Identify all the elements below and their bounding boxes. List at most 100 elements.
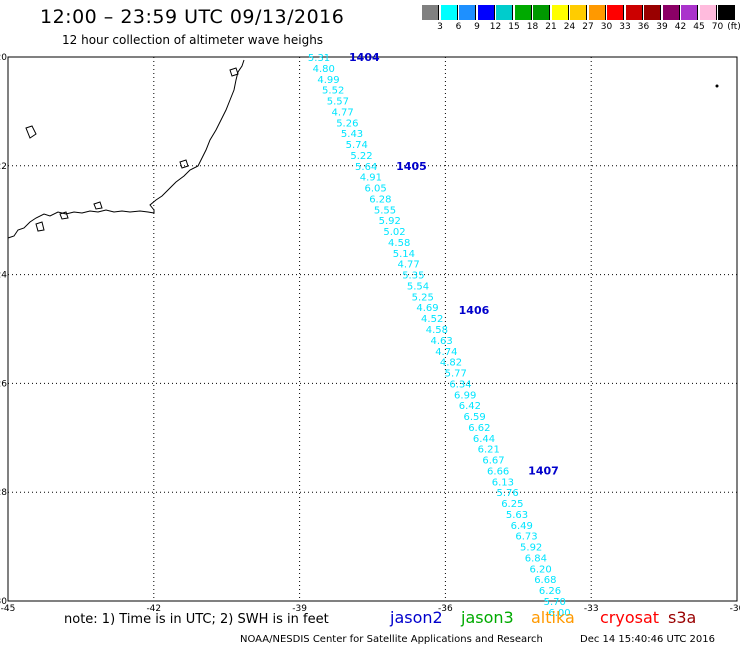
scale-swatch xyxy=(440,5,458,20)
lon-tick-label: -42 xyxy=(146,604,161,614)
map-grid xyxy=(7,56,738,602)
scale-label: 45 xyxy=(693,22,705,32)
scale-label: 70 xyxy=(711,22,724,32)
scale-swatch xyxy=(533,5,550,20)
wave-height-value: 5.77 xyxy=(445,369,467,380)
scale-label: 39 xyxy=(656,22,668,32)
scale-label: 30 xyxy=(600,22,613,32)
scale-swatch xyxy=(588,5,606,20)
wave-height-value: 5.63 xyxy=(506,510,528,521)
wave-height-value: 6.13 xyxy=(492,477,514,488)
wave-height-value: 5.43 xyxy=(341,129,363,140)
wave-height-value: 5.92 xyxy=(379,216,401,227)
scale-swatch xyxy=(718,5,735,20)
lon-tick-label: -36 xyxy=(438,604,453,614)
scale-swatch xyxy=(681,5,698,20)
scale-swatch xyxy=(625,5,643,20)
wave-height-value: 4.58 xyxy=(388,238,410,249)
scale-swatch xyxy=(607,5,624,20)
scale-swatch xyxy=(477,5,495,20)
units-note: note: 1) Time is in UTC; 2) SWH is in fe… xyxy=(64,612,329,627)
pass-labels: 1404 1405 1406 1407 xyxy=(349,51,559,477)
altimeter-track: 5.314.804.995.525.574.775.265.435.745.22… xyxy=(308,53,571,619)
wave-height-value: 5.76 xyxy=(496,488,518,499)
scale-unit: (ft) xyxy=(727,22,740,32)
lat-tick-label: -26 xyxy=(0,379,7,389)
wave-height-value: 6.84 xyxy=(525,553,547,564)
pass-number: 1407 xyxy=(528,464,559,477)
satellite-altika: altika xyxy=(531,608,575,627)
lon-tick-label: -30 xyxy=(730,604,740,614)
credit-line: NOAA/NESDIS Center for Satellite Applica… xyxy=(240,634,543,645)
wave-height-value: 6.20 xyxy=(529,564,551,575)
page-subtitle: 12 hour collection of altimeter wave hei… xyxy=(62,33,324,47)
wave-height-value: 5.55 xyxy=(374,205,396,216)
pass-number: 1406 xyxy=(459,304,490,317)
island-dot xyxy=(715,84,719,88)
wave-height-value: 4.80 xyxy=(313,64,335,75)
satellite-jason3: jason3 xyxy=(461,608,514,627)
timestamp: Dec 14 15:40:46 UTC 2016 xyxy=(580,634,715,645)
wave-height-value: 6.26 xyxy=(539,586,561,597)
satellite-s3a: s3a xyxy=(668,608,697,627)
wave-height-value: 5.57 xyxy=(327,97,349,108)
wave-height-value: 4.91 xyxy=(360,173,382,184)
wave-height-value: 6.99 xyxy=(454,390,476,401)
wave-height-value: 5.92 xyxy=(520,543,542,554)
wave-height-value: 6.44 xyxy=(473,434,495,445)
wave-height-value: 6.00 xyxy=(548,608,570,619)
pass-number: 1405 xyxy=(396,160,427,173)
page-title: 12:00 – 23:59 UTC 09/13/2016 xyxy=(40,6,345,28)
lat-tick-label: -28 xyxy=(0,488,7,498)
wave-height-value: 5.35 xyxy=(402,271,424,282)
scale-label: 27 xyxy=(582,22,594,32)
wave-height-value: 6.62 xyxy=(468,423,490,434)
scale-swatch xyxy=(514,5,532,20)
scale-swatch xyxy=(459,5,476,20)
wave-height-value: 6.73 xyxy=(515,532,537,543)
wave-height-value: 4.74 xyxy=(435,347,457,358)
scale-swatch xyxy=(496,5,513,20)
wave-height-value: 4.99 xyxy=(317,75,339,86)
lat-tick-label: -20 xyxy=(0,53,7,63)
scale-swatch xyxy=(570,5,587,20)
lat-tick-label: -30 xyxy=(0,597,7,607)
map-frame xyxy=(7,56,738,602)
wave-height-value: 5.74 xyxy=(346,140,368,151)
wave-height-value: 4.77 xyxy=(331,107,353,118)
coastline xyxy=(7,59,245,239)
wave-height-value: 5.54 xyxy=(407,281,429,292)
scale-label: 9 xyxy=(474,22,480,32)
scale-swatch xyxy=(422,5,439,20)
scale-label: 36 xyxy=(637,22,650,32)
wave-height-value: 6.66 xyxy=(487,466,509,477)
scale-label: 3 xyxy=(437,22,443,32)
coastline-islands xyxy=(25,67,239,232)
lon-tick-label: -45 xyxy=(1,604,16,614)
wave-height-value: 5.26 xyxy=(336,118,358,129)
wave-height-value: 6.05 xyxy=(364,184,386,195)
wave-height-value: 5.22 xyxy=(350,151,372,162)
wave-height-value: 4.82 xyxy=(440,358,462,369)
wave-height-value: 5.31 xyxy=(308,53,330,64)
scale-swatch xyxy=(644,5,661,20)
wave-height-value: 5.70 xyxy=(544,597,566,608)
wave-height-value: 6.68 xyxy=(534,575,556,586)
scale-swatch xyxy=(551,5,569,20)
wave-height-value: 5.02 xyxy=(383,227,405,238)
pass-number: 1404 xyxy=(349,51,380,64)
wave-height-value: 5.64 xyxy=(355,162,377,173)
scale-label: 12 xyxy=(489,22,502,32)
wave-height-value: 4.52 xyxy=(421,314,443,325)
wave-height-value: 6.21 xyxy=(478,445,500,456)
lon-tick-label: -33 xyxy=(584,604,599,614)
scale-label: 33 xyxy=(619,22,631,32)
wave-height-value: 4.63 xyxy=(430,336,452,347)
axis-labels: -45 -42 -39 -36 -33 -30 -20 -22 -24 -26 -28 -30 xyxy=(0,53,740,614)
wave-height-value: 5.52 xyxy=(322,86,344,97)
scale-label: 15 xyxy=(508,22,520,32)
wave-height-value: 5.25 xyxy=(412,292,434,303)
lon-tick-label: -39 xyxy=(292,604,307,614)
scale-label: 24 xyxy=(563,22,576,32)
